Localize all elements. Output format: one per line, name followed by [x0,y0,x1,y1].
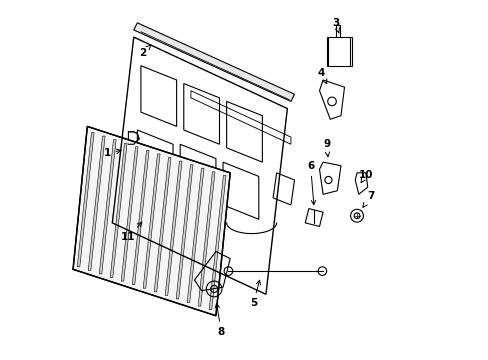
Text: 9: 9 [323,139,329,157]
Polygon shape [88,136,105,270]
Polygon shape [176,165,193,299]
Text: 5: 5 [249,280,260,308]
Text: 10: 10 [358,170,372,183]
Text: 3: 3 [331,18,339,33]
Polygon shape [99,140,116,274]
Text: 2: 2 [139,45,151,58]
Polygon shape [77,132,94,267]
Polygon shape [110,143,127,278]
Polygon shape [132,150,149,285]
Polygon shape [209,175,225,310]
Text: 6: 6 [306,161,315,205]
Polygon shape [165,161,182,296]
Polygon shape [134,23,294,102]
Text: 7: 7 [362,191,374,207]
Polygon shape [121,147,138,281]
Polygon shape [143,154,160,288]
Polygon shape [198,172,215,306]
Polygon shape [73,126,230,316]
Text: 8: 8 [215,303,224,337]
Polygon shape [154,157,171,292]
Text: 11: 11 [121,222,142,242]
Text: 1: 1 [103,148,121,158]
Text: 4: 4 [317,68,326,84]
Polygon shape [187,168,203,302]
